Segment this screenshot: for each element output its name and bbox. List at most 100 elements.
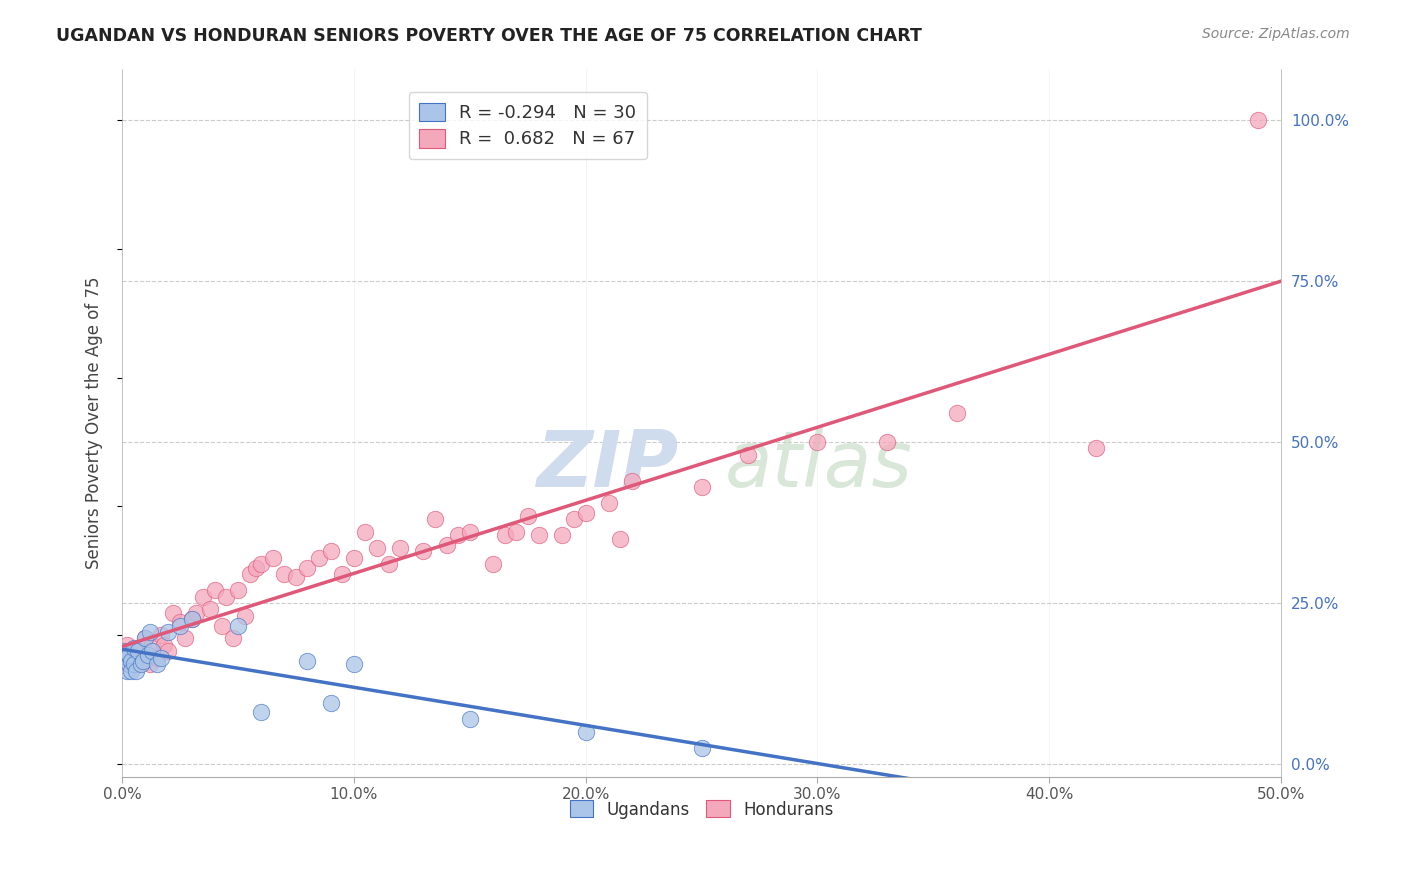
Point: [169, 618, 191, 632]
Point: [737, 448, 759, 462]
Point: [152, 638, 174, 652]
Point: [575, 724, 598, 739]
Point: [222, 632, 245, 646]
Point: [120, 648, 142, 662]
Point: [482, 558, 505, 572]
Point: [516, 509, 538, 524]
Y-axis label: Seniors Poverty Over the Age of 75: Seniors Poverty Over the Age of 75: [86, 277, 103, 569]
Point: [162, 606, 184, 620]
Point: [238, 567, 260, 582]
Point: [436, 538, 458, 552]
Point: [141, 644, 163, 658]
Point: [157, 644, 180, 658]
Point: [226, 583, 249, 598]
Point: [129, 657, 152, 672]
Point: [204, 583, 226, 598]
Point: [226, 618, 249, 632]
Text: ZIP: ZIP: [536, 427, 678, 503]
Point: [118, 657, 141, 672]
Point: [169, 615, 191, 630]
Legend: Ugandans, Hondurans: Ugandans, Hondurans: [562, 794, 839, 825]
Point: [211, 618, 233, 632]
Point: [115, 664, 138, 678]
Point: [354, 525, 377, 540]
Point: [146, 657, 169, 672]
Point: [250, 558, 273, 572]
Point: [120, 664, 142, 678]
Point: [562, 512, 585, 526]
Point: [139, 624, 162, 639]
Point: [297, 654, 319, 668]
Point: [150, 650, 173, 665]
Point: [690, 740, 713, 755]
Point: [115, 638, 138, 652]
Point: [139, 657, 162, 672]
Point: [505, 525, 527, 540]
Point: [250, 706, 273, 720]
Point: [122, 657, 145, 672]
Point: [118, 648, 141, 662]
Point: [118, 657, 141, 672]
Point: [389, 541, 412, 556]
Point: [1247, 113, 1270, 128]
Point: [186, 606, 208, 620]
Point: [125, 664, 148, 678]
Point: [876, 435, 898, 450]
Point: [319, 696, 342, 710]
Point: [129, 654, 152, 668]
Point: [127, 644, 149, 658]
Point: [132, 648, 155, 662]
Point: [447, 528, 470, 542]
Point: [115, 650, 138, 665]
Point: [297, 560, 319, 574]
Text: atlas: atlas: [724, 427, 912, 503]
Point: [412, 544, 434, 558]
Point: [621, 474, 644, 488]
Point: [136, 650, 159, 665]
Point: [529, 528, 551, 542]
Point: [343, 550, 366, 565]
Point: [122, 644, 145, 658]
Point: [245, 560, 267, 574]
Point: [690, 480, 713, 494]
Point: [308, 550, 330, 565]
Point: [330, 567, 353, 582]
Point: [198, 602, 221, 616]
Point: [150, 628, 173, 642]
Point: [215, 590, 238, 604]
Point: [377, 558, 399, 572]
Point: [319, 544, 342, 558]
Point: [609, 532, 631, 546]
Point: [1084, 442, 1107, 456]
Text: UGANDAN VS HONDURAN SENIORS POVERTY OVER THE AGE OF 75 CORRELATION CHART: UGANDAN VS HONDURAN SENIORS POVERTY OVER…: [56, 27, 922, 45]
Point: [945, 406, 967, 420]
Point: [141, 638, 163, 652]
Point: [125, 657, 148, 672]
Point: [112, 644, 135, 658]
Text: Source: ZipAtlas.com: Source: ZipAtlas.com: [1202, 27, 1350, 41]
Point: [132, 654, 155, 668]
Point: [193, 590, 215, 604]
Point: [458, 712, 481, 726]
Point: [343, 657, 366, 672]
Point: [180, 612, 202, 626]
Point: [134, 632, 156, 646]
Point: [494, 528, 516, 542]
Point: [806, 435, 828, 450]
Point: [551, 528, 574, 542]
Point: [134, 632, 156, 646]
Point: [575, 506, 598, 520]
Point: [273, 567, 295, 582]
Point: [157, 624, 180, 639]
Point: [136, 648, 159, 662]
Point: [146, 650, 169, 665]
Point: [120, 654, 142, 668]
Point: [598, 496, 620, 510]
Point: [127, 657, 149, 672]
Point: [458, 525, 481, 540]
Point: [233, 608, 256, 623]
Point: [423, 512, 446, 526]
Point: [366, 541, 388, 556]
Point: [173, 632, 195, 646]
Point: [180, 612, 202, 626]
